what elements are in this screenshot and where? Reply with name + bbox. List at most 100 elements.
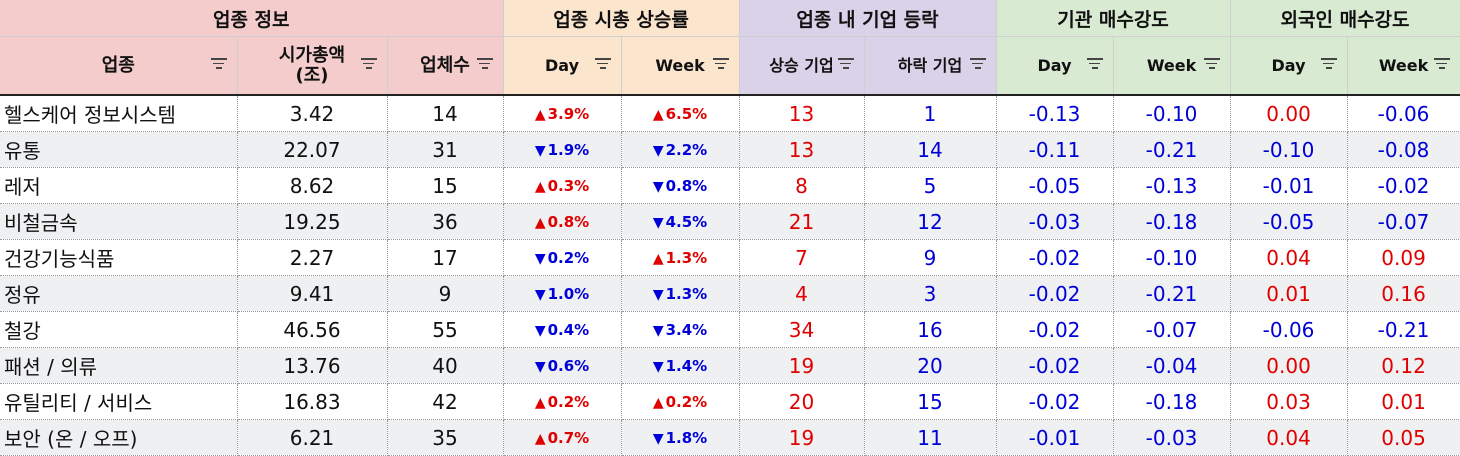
table-row[interactable]: 유틸리티 / 서비스 16.83 42 ▲ 0.2% ▲ 0.2% 20 15 -0.02 -0.1…	[0, 383, 1460, 420]
column-header-company-count[interactable]: 업체수	[387, 36, 504, 96]
table-row[interactable]: 레저 8.62 15 ▲ 0.3% ▼ 0.8% 8 5 -0.05 -0.13 -0.01 -0.02	[0, 167, 1460, 204]
sector-name: 정유	[0, 275, 238, 312]
column-header-falling-companies[interactable]: 하락 기업	[864, 36, 997, 96]
percent-value: 3.4%	[665, 320, 708, 339]
company-count: 17	[387, 239, 504, 276]
sector-name: 유틸리티 / 서비스	[0, 383, 238, 420]
table-row[interactable]: 건강기능식품 2.27 17 ▼ 0.2% ▲ 1.3% 7 9 -0.02 -0.10 0.04 0.…	[0, 239, 1460, 276]
cap-change-day: ▼ 0.4%	[503, 311, 622, 348]
filter-icon[interactable]	[837, 58, 854, 70]
percent-value: 1.9%	[547, 140, 590, 159]
column-header-label: Day	[545, 55, 580, 75]
triangle-up-icon: ▲	[534, 106, 546, 123]
triangle-up-icon: ▲	[652, 394, 664, 411]
column-header-label: Week	[1146, 55, 1197, 75]
table-row[interactable]: 보안 (온 / 오프) 6.21 35 ▲ 0.7% ▼ 1.8% 19 11 -0.01 -0.0…	[0, 419, 1460, 456]
market-cap: 3.42	[237, 95, 388, 132]
column-header-cap-week[interactable]: Week	[621, 36, 740, 96]
institution-week: -0.07	[1113, 311, 1231, 348]
column-header-foreign-day[interactable]: Day	[1230, 36, 1348, 96]
filter-icon[interactable]	[712, 58, 729, 70]
column-header-foreign-week[interactable]: Week	[1347, 36, 1460, 96]
percent-value: 0.2%	[665, 392, 708, 411]
triangle-down-icon: ▼	[534, 358, 546, 375]
cap-change-week: ▼ 3.4%	[621, 311, 740, 348]
foreign-day: -0.01	[1230, 167, 1348, 204]
rising-companies: 13	[739, 131, 865, 168]
market-cap: 46.56	[237, 311, 388, 348]
column-header-label: 하락 기업	[897, 55, 963, 75]
triangle-down-icon: ▼	[652, 358, 664, 375]
filter-icon[interactable]	[969, 58, 986, 70]
falling-companies: 5	[864, 167, 997, 204]
institution-week: -0.10	[1113, 239, 1231, 276]
column-header-market-cap[interactable]: 시가총액 (조)	[237, 36, 388, 96]
column-header-cap-day[interactable]: Day	[503, 36, 622, 96]
group-company-updown: 업종 내 기업 등락	[739, 0, 997, 37]
cap-change-week: ▼ 4.5%	[621, 203, 740, 240]
market-cap: 19.25	[237, 203, 388, 240]
cap-change-day: ▲ 3.9%	[503, 95, 622, 132]
institution-day: -0.13	[996, 95, 1114, 132]
percent-value: 0.2%	[547, 392, 590, 411]
company-count: 40	[387, 347, 504, 384]
falling-companies: 11	[864, 419, 997, 456]
market-cap: 6.21	[237, 419, 388, 456]
table-row[interactable]: 유통 22.07 31 ▼ 1.9% ▼ 2.2% 13 14 -0.11 -0.21 -0.10 -0…	[0, 131, 1460, 168]
filter-icon[interactable]	[360, 58, 377, 70]
foreign-day: 0.03	[1230, 383, 1348, 420]
triangle-up-icon: ▲	[534, 394, 546, 411]
percent-value: 2.2%	[665, 140, 708, 159]
percent-value: 0.8%	[665, 176, 708, 195]
column-header-sector[interactable]: 업종	[0, 36, 238, 96]
sector-name: 건강기능식품	[0, 239, 238, 276]
column-header-inst-day[interactable]: Day	[996, 36, 1114, 96]
table-row[interactable]: 헬스케어 정보시스템 3.42 14 ▲ 3.9% ▲ 6.5% 13 1 -0.13 -0.10 0…	[0, 95, 1460, 132]
triangle-down-icon: ▼	[652, 430, 664, 447]
table-row[interactable]: 정유 9.41 9 ▼ 1.0% ▼ 1.3% 4 3 -0.02 -0.21 0.01 0.16	[0, 275, 1460, 312]
filter-icon[interactable]	[1086, 58, 1103, 70]
column-header-rising-companies[interactable]: 상승 기업	[739, 36, 865, 96]
foreign-day: -0.10	[1230, 131, 1348, 168]
filter-icon[interactable]	[476, 58, 493, 70]
triangle-down-icon: ▼	[534, 286, 546, 303]
filter-icon[interactable]	[1320, 58, 1337, 70]
filter-icon[interactable]	[1203, 58, 1220, 70]
cap-change-week: ▼ 0.8%	[621, 167, 740, 204]
foreign-week: -0.21	[1347, 311, 1460, 348]
table-row[interactable]: 비철금속 19.25 36 ▲ 0.8% ▼ 4.5% 21 12 -0.03 -0.18 -0.05…	[0, 203, 1460, 240]
sector-name: 레저	[0, 167, 238, 204]
cap-change-day: ▲ 0.2%	[503, 383, 622, 420]
rising-companies: 13	[739, 95, 865, 132]
column-header-row: 업종 시가총액 (조) 업체수 Day Week 상승 기업 하락 기업 Day Week Day W…	[0, 36, 1460, 96]
triangle-down-icon: ▼	[652, 214, 664, 231]
table-row[interactable]: 패션 / 의류 13.76 40 ▼ 0.6% ▼ 1.4% 19 20 -0.02 -0.04 0.…	[0, 347, 1460, 384]
percent-value: 0.4%	[547, 320, 590, 339]
filter-icon[interactable]	[1433, 58, 1450, 70]
sector-name: 철강	[0, 311, 238, 348]
foreign-day: 0.01	[1230, 275, 1348, 312]
column-header-inst-week[interactable]: Week	[1113, 36, 1231, 96]
institution-day: -0.11	[996, 131, 1114, 168]
group-foreign-strength: 외국인 매수강도	[1230, 0, 1460, 37]
table-row[interactable]: 철강 46.56 55 ▼ 0.4% ▼ 3.4% 34 16 -0.02 -0.07 -0.06 -0…	[0, 311, 1460, 348]
column-header-label: 업체수	[420, 54, 470, 76]
column-header-label: Week	[655, 55, 705, 75]
institution-day: -0.02	[996, 347, 1114, 384]
filter-icon[interactable]	[210, 58, 227, 70]
rising-companies: 34	[739, 311, 865, 348]
falling-companies: 16	[864, 311, 997, 348]
company-count: 15	[387, 167, 504, 204]
falling-companies: 1	[864, 95, 997, 132]
group-sector-info: 업종 정보	[0, 0, 504, 37]
rising-companies: 19	[739, 419, 865, 456]
cap-change-day: ▼ 1.0%	[503, 275, 622, 312]
foreign-day: -0.05	[1230, 203, 1348, 240]
cap-change-day: ▼ 1.9%	[503, 131, 622, 168]
filter-icon[interactable]	[594, 58, 611, 70]
table-body: 헬스케어 정보시스템 3.42 14 ▲ 3.9% ▲ 6.5% 13 1 -0.13 -0.10 0…	[0, 95, 1460, 456]
percent-value: 1.0%	[547, 284, 590, 303]
sector-name: 보안 (온 / 오프)	[0, 419, 238, 456]
triangle-up-icon: ▲	[652, 106, 664, 123]
company-count: 36	[387, 203, 504, 240]
